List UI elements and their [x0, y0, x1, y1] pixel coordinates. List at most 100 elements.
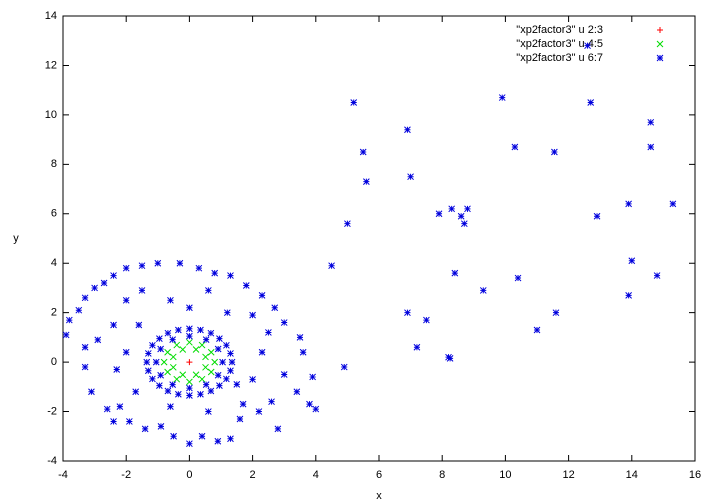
point	[227, 350, 234, 357]
x-tick-label: 2	[250, 469, 256, 481]
point	[214, 345, 222, 353]
point	[413, 343, 421, 351]
point	[169, 336, 177, 343]
point	[173, 341, 181, 349]
point	[156, 335, 163, 342]
point	[186, 338, 193, 346]
point	[214, 437, 222, 445]
point	[174, 390, 182, 398]
y-tick-label: 2	[51, 307, 57, 319]
point	[280, 319, 288, 326]
point	[274, 425, 282, 433]
point	[451, 269, 459, 277]
y-tick-label: 6	[51, 208, 57, 220]
point	[249, 376, 256, 383]
point	[653, 272, 661, 279]
point	[126, 418, 133, 425]
point	[435, 210, 443, 218]
point	[197, 390, 204, 398]
point	[198, 432, 206, 440]
x-tick-label: 0	[186, 469, 192, 481]
point	[167, 403, 174, 410]
point	[94, 336, 102, 344]
point	[216, 335, 223, 342]
point	[195, 264, 203, 272]
point	[227, 367, 234, 375]
point	[149, 341, 156, 349]
point	[211, 269, 219, 277]
point	[296, 334, 304, 341]
point	[223, 341, 230, 349]
point	[457, 212, 465, 220]
point	[219, 358, 226, 366]
point	[154, 259, 162, 267]
point	[186, 332, 193, 340]
point	[156, 382, 163, 389]
y-tick-label: 14	[45, 10, 57, 22]
point	[138, 262, 146, 270]
y-tick-label: 8	[51, 158, 57, 170]
legend-label: "xp2factor3" u 6:7	[516, 52, 603, 64]
point	[249, 311, 256, 319]
x-tick-label: 10	[499, 469, 511, 481]
point	[271, 304, 279, 312]
point	[143, 358, 151, 366]
point	[207, 387, 215, 395]
point	[228, 358, 236, 366]
point	[328, 262, 335, 270]
point	[164, 329, 172, 337]
point	[186, 378, 193, 386]
y-tick-label: 4	[51, 257, 57, 269]
point	[170, 432, 177, 440]
point	[110, 418, 117, 425]
point	[647, 143, 655, 151]
point	[363, 178, 370, 185]
point	[160, 358, 168, 366]
point	[81, 294, 89, 302]
point	[223, 375, 230, 383]
x-tick-label: 14	[626, 469, 638, 481]
point	[239, 400, 247, 408]
point	[293, 388, 301, 396]
point	[122, 296, 130, 304]
point	[340, 363, 348, 371]
point	[169, 381, 177, 388]
point	[211, 358, 219, 366]
point	[404, 126, 411, 134]
point	[81, 363, 89, 371]
point	[205, 408, 212, 415]
point	[647, 118, 655, 126]
point	[625, 200, 632, 208]
point	[167, 296, 174, 304]
point	[186, 440, 193, 448]
point	[309, 373, 316, 381]
point	[179, 346, 187, 353]
point	[110, 272, 117, 279]
point	[186, 359, 193, 366]
point	[88, 388, 95, 396]
point	[81, 343, 89, 351]
point	[625, 292, 632, 299]
point	[584, 42, 591, 50]
point	[176, 259, 184, 267]
point	[404, 309, 411, 317]
point	[65, 316, 73, 324]
point	[479, 287, 487, 294]
x-tick-label: -2	[121, 469, 131, 481]
y-tick-label: -4	[47, 455, 57, 467]
point	[198, 341, 206, 349]
point	[198, 375, 206, 383]
point	[214, 371, 222, 379]
point	[186, 384, 193, 392]
point	[280, 371, 288, 378]
point	[169, 363, 177, 371]
point	[91, 284, 98, 292]
point	[149, 375, 156, 383]
point	[227, 272, 234, 279]
point	[223, 309, 231, 317]
x-axis-label: x	[376, 490, 382, 502]
point	[157, 371, 164, 379]
point	[514, 274, 522, 282]
point	[202, 381, 210, 388]
